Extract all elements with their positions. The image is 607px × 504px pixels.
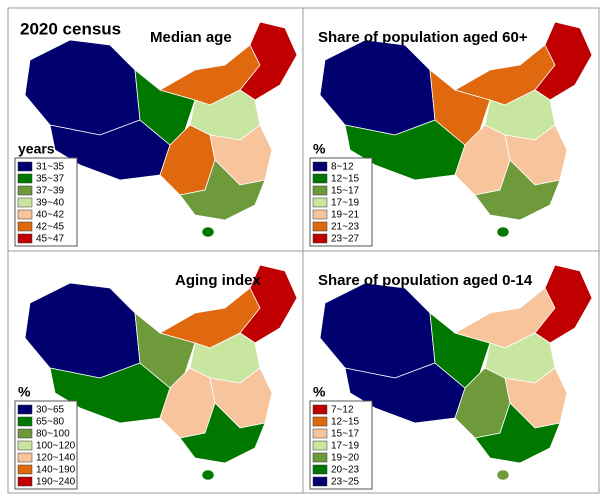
legend-label: 17~19: [331, 441, 360, 452]
figure-title: 2020 census: [20, 19, 121, 38]
legend-title: %: [313, 384, 326, 400]
legend-label: 7~12: [331, 405, 354, 416]
legend-swatch: [312, 161, 328, 172]
legend-label: 8~12: [331, 162, 354, 173]
legend-swatch: [312, 464, 328, 475]
legend-label: 21~23: [331, 222, 360, 233]
province-region: [474, 402, 561, 464]
legend-swatch: [17, 221, 33, 232]
legend-label: 45~47: [36, 234, 65, 245]
panel-title: Aging index: [175, 272, 261, 289]
legend-title: years: [18, 141, 55, 157]
hainan: [496, 226, 510, 238]
legend-swatch: [17, 404, 33, 415]
legend-label: 35~37: [36, 174, 65, 185]
legend-title: %: [18, 384, 31, 400]
panel: Share of population aged 60+% 8~1212~1515…: [309, 21, 593, 247]
legend-swatch: [312, 173, 328, 184]
province-region: [534, 21, 593, 101]
legend-swatch: [17, 440, 33, 451]
legend-label: 23~27: [331, 234, 360, 245]
legend-label: 12~15: [331, 174, 360, 185]
legend-swatch: [312, 440, 328, 451]
legend-swatch: [17, 161, 33, 172]
hainan: [496, 469, 510, 481]
panel: Share of population aged 0-14%7~1212~151…: [309, 264, 593, 490]
panel: Median age years 31~3535~3737~3939~4040~42…: [14, 21, 298, 247]
panel-title: Share of population aged 0-14: [318, 272, 533, 289]
legend-label: 19~20: [331, 453, 360, 464]
legend-swatch: [17, 452, 33, 463]
panel: Aging index% 30~6565~8080~100100~120120~1…: [14, 264, 298, 490]
legend-label: 20~23: [331, 465, 360, 476]
province-region: [239, 264, 298, 344]
legend-swatch: [17, 173, 33, 184]
legend-swatch: [17, 209, 33, 220]
hainan: [201, 469, 215, 481]
hainan: [201, 226, 215, 238]
legend-swatch: [17, 428, 33, 439]
legend-swatch: [17, 233, 33, 244]
legend-label: 100~120: [36, 441, 76, 452]
province-region: [179, 402, 266, 464]
legend-label: 80~100: [36, 429, 70, 440]
legend-label: 30~65: [36, 405, 65, 416]
legend-label: 23~25: [331, 477, 360, 488]
legend-label: 19~21: [331, 210, 360, 221]
legend-label: 15~17: [331, 429, 360, 440]
legend-swatch: [17, 476, 33, 487]
legend-label: 15~17: [331, 186, 360, 197]
legend-swatch: [312, 209, 328, 220]
legend-title: %: [313, 141, 326, 157]
legend-label: 140~190: [36, 465, 76, 476]
legend-label: 31~35: [36, 162, 65, 173]
legend-label: 37~39: [36, 186, 65, 197]
legend-label: 12~15: [331, 417, 360, 428]
legend-swatch: [17, 185, 33, 196]
legend-label: 40~42: [36, 210, 65, 221]
province-region: [474, 159, 561, 221]
province-region: [239, 21, 298, 101]
legend-label: 42~45: [36, 222, 65, 233]
legend-label: 39~40: [36, 198, 65, 209]
province-region: [179, 159, 266, 221]
panel-title: Median age: [150, 29, 232, 46]
legend-swatch: [312, 476, 328, 487]
legend-swatch: [312, 221, 328, 232]
legend-swatch: [312, 197, 328, 208]
legend-label: 17~19: [331, 198, 360, 209]
legend-swatch: [312, 404, 328, 415]
legend-swatch: [312, 428, 328, 439]
legend-swatch: [312, 416, 328, 427]
legend-label: 190~240: [36, 477, 76, 488]
legend-swatch: [17, 416, 33, 427]
province-region: [534, 264, 593, 344]
legend-box: [14, 157, 78, 247]
legend-label: 65~80: [36, 417, 65, 428]
legend-swatch: [17, 464, 33, 475]
legend-swatch: [17, 197, 33, 208]
legend-swatch: [312, 185, 328, 196]
panel-title: Share of population aged 60+: [318, 29, 528, 46]
legend-label: 120~140: [36, 453, 76, 464]
legend-swatch: [312, 233, 328, 244]
legend-swatch: [312, 452, 328, 463]
